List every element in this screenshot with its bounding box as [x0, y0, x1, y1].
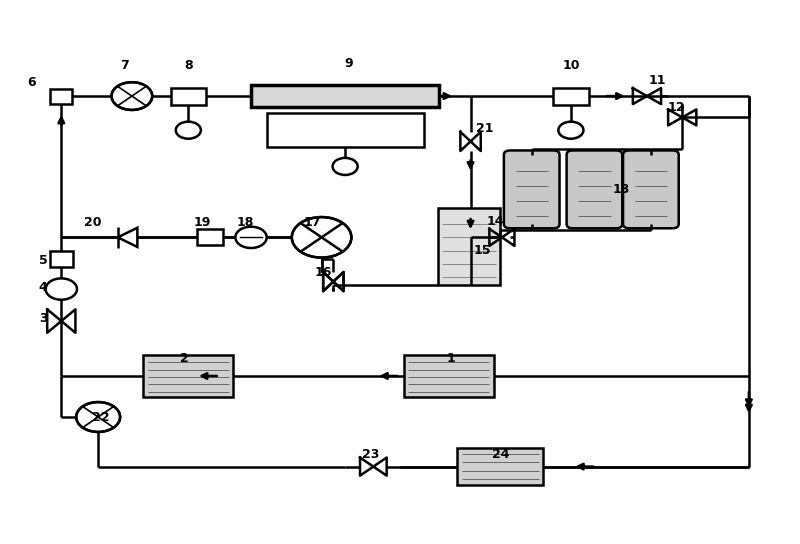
- Circle shape: [176, 122, 201, 139]
- Text: 11: 11: [649, 73, 666, 86]
- Text: 20: 20: [84, 217, 102, 230]
- Text: 13: 13: [613, 183, 630, 196]
- Bar: [198, 230, 223, 245]
- Bar: [50, 89, 72, 103]
- Bar: [403, 355, 494, 397]
- Bar: [438, 208, 500, 286]
- Text: 10: 10: [562, 59, 580, 72]
- FancyBboxPatch shape: [566, 151, 622, 228]
- Bar: [170, 88, 206, 104]
- Text: 2: 2: [180, 352, 189, 365]
- Circle shape: [46, 279, 77, 300]
- Text: 5: 5: [39, 254, 48, 267]
- FancyBboxPatch shape: [623, 151, 678, 228]
- Text: 24: 24: [492, 448, 509, 461]
- Text: 18: 18: [237, 217, 254, 230]
- Text: 17: 17: [303, 217, 321, 230]
- Text: 14: 14: [487, 215, 504, 228]
- Text: 15: 15: [474, 244, 491, 257]
- Bar: [50, 251, 73, 267]
- Text: 22: 22: [92, 411, 110, 424]
- Text: 21: 21: [476, 121, 494, 134]
- Circle shape: [558, 122, 583, 139]
- Circle shape: [111, 82, 152, 110]
- Text: 1: 1: [446, 352, 455, 365]
- Circle shape: [333, 158, 358, 175]
- Text: 19: 19: [194, 217, 211, 230]
- FancyBboxPatch shape: [504, 151, 559, 228]
- Text: 7: 7: [120, 59, 129, 72]
- Text: 4: 4: [39, 281, 48, 294]
- Bar: [458, 448, 543, 485]
- Text: 9: 9: [345, 57, 354, 70]
- Bar: [266, 113, 423, 147]
- Text: 16: 16: [314, 265, 332, 279]
- Circle shape: [76, 402, 120, 432]
- Text: 23: 23: [362, 448, 379, 461]
- Text: 3: 3: [39, 312, 47, 325]
- Text: 6: 6: [27, 76, 36, 89]
- Bar: [251, 85, 439, 107]
- Text: 8: 8: [184, 59, 193, 72]
- Bar: [554, 88, 589, 104]
- Bar: [143, 355, 234, 397]
- Circle shape: [292, 217, 351, 258]
- Circle shape: [235, 227, 266, 248]
- Polygon shape: [118, 228, 138, 247]
- Text: 12: 12: [667, 101, 685, 114]
